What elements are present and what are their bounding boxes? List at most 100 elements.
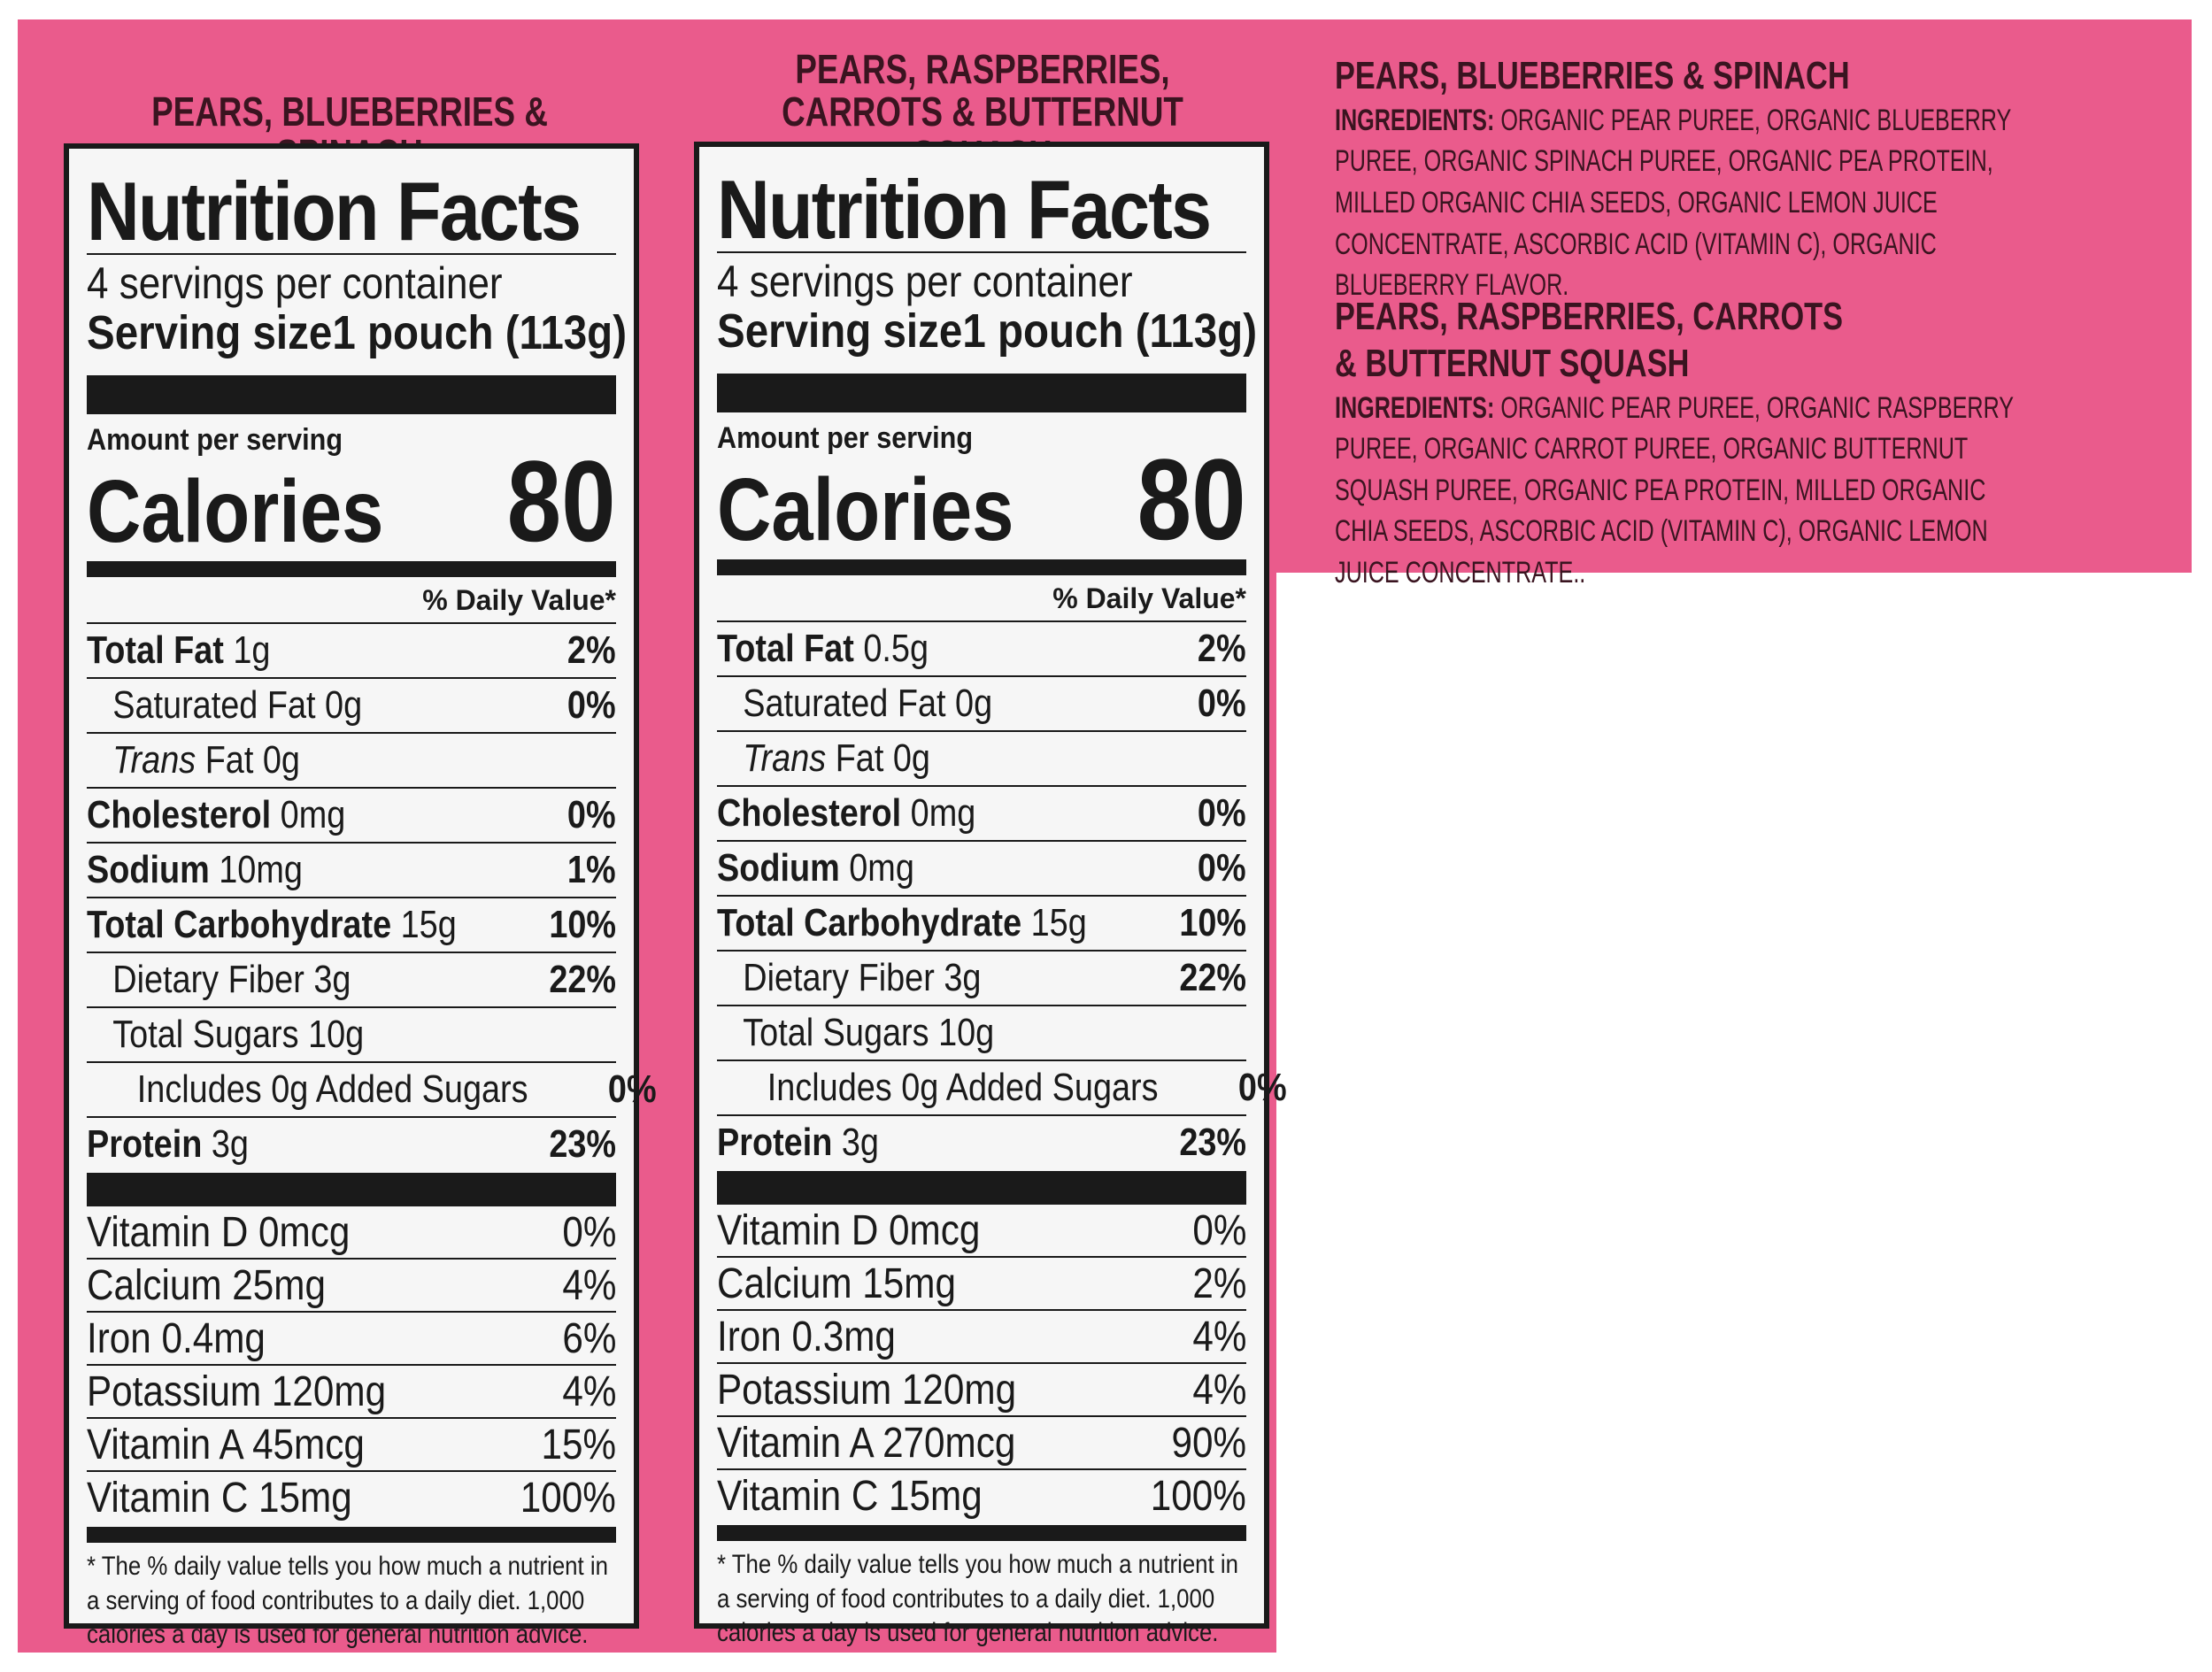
nutrition-facts-panel-2: Nutrition Facts 4 servings per container… — [694, 142, 1286, 1647]
nutrient-name: Total Fat — [87, 628, 224, 673]
vitamin-dv: 0% — [561, 1208, 616, 1256]
serving-size-label: Serving size — [87, 305, 333, 359]
vitamin-dv: 6% — [561, 1314, 616, 1362]
vitamin-name: Potassium 120mg — [87, 1368, 387, 1415]
vitamin-name: Calcium 25mg — [87, 1261, 326, 1309]
nutrient-row: Total Carbohydrate 15g 10% — [87, 898, 616, 954]
nutrient-name: Trans — [743, 736, 827, 781]
calories-value: 80 — [1137, 434, 1246, 564]
ingredients-title-line2: & BUTTERNUT SQUASH — [1335, 341, 1690, 385]
divider — [87, 253, 616, 255]
ingredients-title: PEARS, BLUEBERRIES & SPINACH — [1335, 54, 1850, 97]
calories-row: Calories 80 — [717, 434, 1246, 564]
vitamin-row: Calcium 15mg 2% — [717, 1258, 1246, 1312]
vitamin-row: Potassium 120mg 4% — [717, 1364, 1246, 1418]
amount-per-serving: Amount per serving — [87, 422, 343, 457]
thick-divider — [717, 373, 1246, 412]
nutrient-amount: Fat 0g — [835, 736, 930, 781]
vitamin-row: Iron 0.4mg 6% — [87, 1313, 616, 1367]
nutrient-name: Saturated Fat 0g — [112, 683, 363, 728]
vitamin-dv: 4% — [1191, 1313, 1246, 1360]
nutrient-name: Total Carbohydrate — [717, 901, 1022, 945]
label-background-right — [1276, 19, 2192, 573]
medium-divider — [717, 1525, 1246, 1542]
vitamin-dv: 0% — [1191, 1206, 1246, 1254]
nutrient-row: Total Sugars 10g — [717, 1006, 1246, 1062]
calories-value: 80 — [507, 435, 616, 566]
nutrient-amount: 3g — [211, 1122, 249, 1167]
vitamin-name: Potassium 120mg — [717, 1366, 1017, 1414]
calories-row: Calories 80 — [87, 435, 616, 566]
nutrient-amount: 0.5g — [863, 627, 929, 671]
nutrient-dv: 0% — [1198, 791, 1246, 836]
vitamin-dv: 2% — [1191, 1260, 1246, 1307]
nutrient-dv: 10% — [1179, 901, 1246, 945]
footnote: * The % daily value tells you how much a… — [87, 1552, 608, 1650]
ingredients-block-1: PEARS, BLUEBERRIES & SPINACH INGREDIENTS… — [1335, 53, 2043, 306]
nutrient-name: Sodium — [717, 846, 840, 890]
nutrient-amount: 0mg — [280, 793, 346, 837]
vitamin-row: Vitamin C 15mg 100% — [87, 1472, 616, 1523]
nutrient-name: Includes 0g Added Sugars — [136, 1067, 528, 1112]
nutrient-amount: 3g — [841, 1121, 879, 1165]
nutrient-row: Total Sugars 10g — [87, 1008, 616, 1064]
nutrient-dv: 2% — [567, 628, 616, 673]
nutrient-amount: 10mg — [219, 848, 303, 892]
ingredients-title-line1: PEARS, RASPBERRIES, CARROTS — [1335, 295, 1843, 338]
nutrient-name: Includes 0g Added Sugars — [767, 1066, 1159, 1110]
nutrient-name: Protein — [87, 1122, 203, 1167]
calories-label: Calories — [87, 462, 384, 562]
nutrient-dv: 0% — [567, 793, 616, 837]
daily-value-header: % Daily Value* — [717, 575, 1246, 623]
vitamin-name: Vitamin A 270mcg — [717, 1419, 1016, 1467]
nutrient-row: Cholesterol 0mg 0% — [717, 787, 1246, 843]
serving-size-value: 1 pouch (113g) — [332, 305, 628, 359]
servings-per-container: 4 servings per container — [717, 257, 1133, 306]
nutrition-facts-title: Nutrition Facts — [87, 165, 582, 258]
ingredients-list: ORGANIC PEAR PUREE, ORGANIC RASPBERRY PU… — [1335, 390, 2014, 589]
serving-size-label: Serving size — [717, 304, 963, 358]
nutrient-name: Dietary Fiber 3g — [112, 958, 351, 1002]
nutrient-name: Trans — [112, 738, 197, 782]
amount-per-serving: Amount per serving — [717, 420, 974, 455]
thick-divider — [717, 1171, 1246, 1206]
nutrient-dv: 10% — [549, 903, 616, 947]
ingredients-block-2: PEARS, RASPBERRIES, CARROTS & BUTTERNUT … — [1335, 294, 2043, 593]
thick-divider — [87, 1173, 616, 1207]
nutrient-row: Saturated Fat 0g 0% — [717, 677, 1246, 733]
nutrient-amount: 0mg — [849, 846, 914, 890]
thick-divider — [87, 374, 616, 414]
nutrient-row: Dietary Fiber 3g 22% — [717, 952, 1246, 1007]
flavor-title-2-line1: PEARS, RASPBERRIES, — [795, 46, 1170, 92]
vitamin-row: Potassium 120mg 4% — [87, 1366, 616, 1420]
nutrient-amount: 0mg — [910, 791, 976, 836]
nutrient-name: Total Sugars 10g — [743, 1011, 995, 1055]
nutrient-name: Sodium — [87, 848, 210, 892]
vitamin-row: Vitamin D 0mcg 0% — [717, 1205, 1246, 1259]
nutrient-row: Sodium 10mg 1% — [87, 844, 616, 899]
vitamin-name: Iron 0.3mg — [717, 1313, 896, 1360]
nutrient-name: Saturated Fat 0g — [743, 682, 993, 726]
nutrient-dv: 2% — [1198, 627, 1246, 671]
ingredients-list: ORGANIC PEAR PUREE, ORGANIC BLUEBERRY PU… — [1335, 103, 2011, 303]
vitamin-row: Calcium 25mg 4% — [87, 1260, 616, 1314]
nutrition-facts-panel-1: Nutrition Facts 4 servings per container… — [64, 143, 656, 1649]
flavor-title-2: PEARS, RASPBERRIES, CARROTS & BUTTERNUT … — [749, 48, 1216, 176]
vitamin-dv: 15% — [541, 1421, 616, 1468]
vitamin-dv: 4% — [1191, 1366, 1246, 1414]
nutrient-name: Total Carbohydrate — [87, 903, 392, 947]
nutrient-name: Total Sugars 10g — [112, 1013, 365, 1057]
serving-size-row: Serving size 1 pouch (113g) — [87, 305, 627, 359]
ingredients-label: INGREDIENTS: — [1335, 390, 1495, 425]
ingredients-text: INGREDIENTS: ORGANIC PEAR PUREE, ORGANIC… — [1335, 388, 2042, 594]
nutrient-row: Trans Fat 0g — [717, 732, 1246, 788]
nutrient-row: Protein 3g 23% — [87, 1118, 616, 1171]
serving-size-row: Serving size 1 pouch (113g) — [717, 304, 1257, 358]
vitamin-name: Vitamin C 15mg — [717, 1472, 983, 1520]
nutrient-amount: 15g — [1030, 901, 1087, 945]
nutrient-dv: 0% — [1237, 1066, 1287, 1110]
vitamin-dv: 100% — [1150, 1472, 1246, 1520]
vitamin-name: Vitamin C 15mg — [87, 1474, 352, 1522]
daily-value-header: % Daily Value* — [87, 577, 616, 625]
nutrient-row: Includes 0g Added Sugars 0% — [87, 1063, 656, 1119]
